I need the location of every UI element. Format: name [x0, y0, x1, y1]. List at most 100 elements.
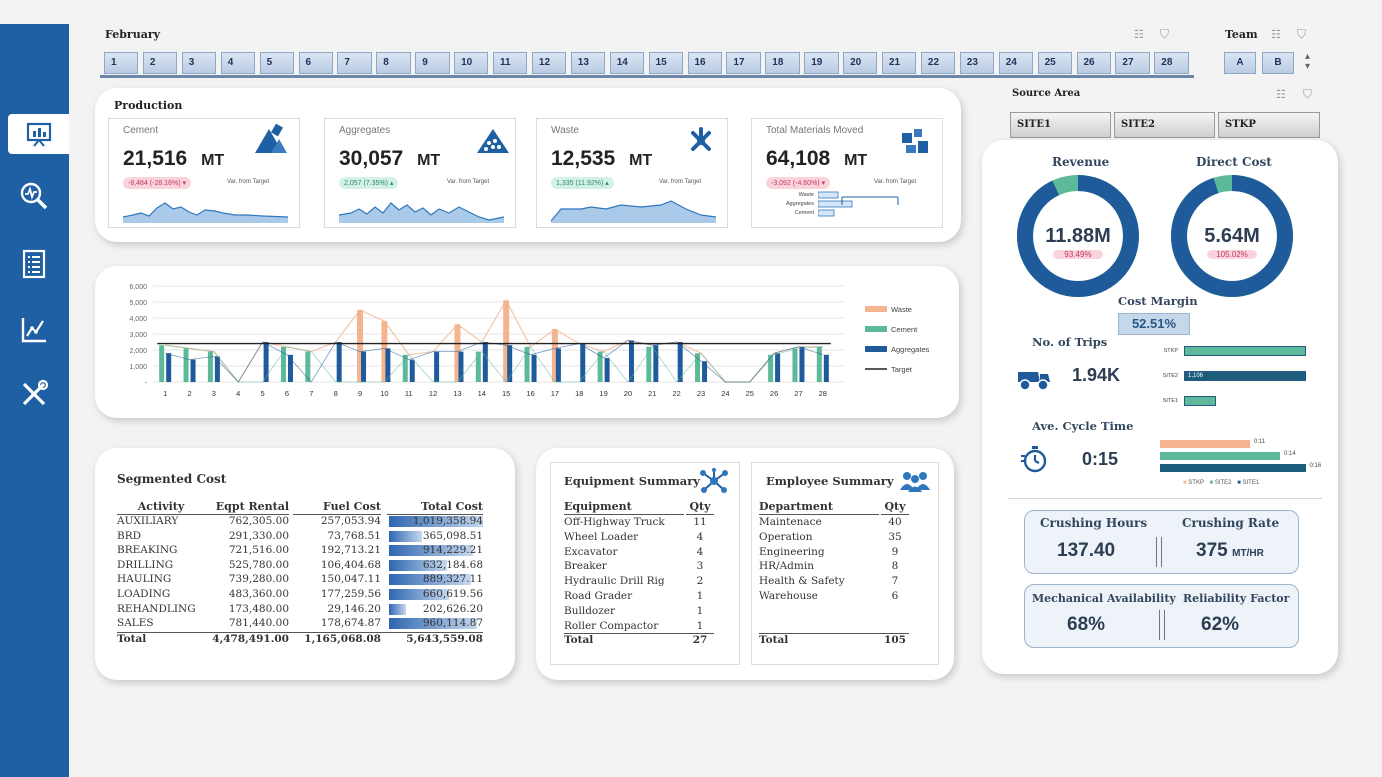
- team-option-a[interactable]: A: [1224, 52, 1256, 74]
- cycle-bar-label: 0:16: [1310, 463, 1322, 469]
- source-option-site2[interactable]: SITE2: [1114, 112, 1215, 138]
- multi-select-icon[interactable]: ☷: [1134, 28, 1144, 41]
- day-button[interactable]: 7: [337, 52, 371, 74]
- day-button[interactable]: 20: [843, 52, 877, 74]
- trips-label: No. of Trips: [1032, 335, 1107, 349]
- day-button[interactable]: 21: [882, 52, 916, 74]
- table-cell: Operation: [759, 530, 879, 544]
- source-option-site1[interactable]: SITE1: [1010, 112, 1111, 138]
- source-option-stkp[interactable]: STKP: [1218, 112, 1320, 138]
- legend-label: Waste: [891, 305, 912, 314]
- table-cell: LOADING: [117, 588, 205, 601]
- cement-icon: [253, 123, 289, 160]
- day-button[interactable]: 9: [415, 52, 449, 74]
- bar-aggregates: [483, 342, 488, 382]
- kpi-waste: Waste 12,535 MT 1,335 (11.92%) ▴ Var. fr…: [536, 118, 728, 228]
- tools-icon[interactable]: [6, 374, 62, 414]
- day-button[interactable]: 5: [260, 52, 294, 74]
- day-button[interactable]: 10: [454, 52, 488, 74]
- bar-aggregates: [166, 353, 171, 382]
- trips-value: 1.94K: [1072, 365, 1120, 386]
- bar-cement: [792, 348, 797, 382]
- day-button[interactable]: 6: [299, 52, 333, 74]
- table-cell: 257,053.94: [293, 515, 381, 528]
- team-clear-filter-icon[interactable]: ⛉: [1297, 27, 1306, 42]
- day-button[interactable]: 23: [960, 52, 994, 74]
- analytics-search-icon[interactable]: [6, 176, 62, 216]
- bar-aggregates: [532, 355, 537, 382]
- day-button[interactable]: 15: [649, 52, 683, 74]
- day-button[interactable]: 3: [182, 52, 216, 74]
- source-multi-select-icon[interactable]: ☷: [1276, 88, 1286, 101]
- day-button[interactable]: 1: [104, 52, 138, 74]
- bar-aggregates: [775, 353, 780, 382]
- cycle-time-value: 0:15: [1082, 449, 1118, 470]
- team-multi-select-icon[interactable]: ☷: [1271, 28, 1281, 41]
- table-cell: 192,713.21: [293, 544, 381, 557]
- table-cell: DRILLING: [117, 559, 205, 572]
- kpi-variance: 2,057 (7.35%) ▴: [339, 177, 398, 189]
- day-button[interactable]: 14: [610, 52, 644, 74]
- table-header: Eqpt Rental: [201, 500, 289, 515]
- kpi-cement: Cement 21,516 MT -8,484 (-28.16%) ▾ Var.…: [108, 118, 300, 228]
- table-cell: 660,619.56: [387, 588, 483, 601]
- day-button[interactable]: 12: [532, 52, 566, 74]
- direct-cost-pct: 105.02%: [1207, 250, 1257, 259]
- x-tick-label: 17: [551, 389, 559, 398]
- x-tick-label: 5: [261, 389, 265, 398]
- table-header: Activity: [117, 500, 205, 515]
- day-button[interactable]: 24: [999, 52, 1033, 74]
- dump-truck-icon: [1016, 364, 1052, 397]
- day-button[interactable]: 8: [376, 52, 410, 74]
- bar-aggregates: [191, 360, 196, 382]
- table-cell: 721,516.00: [201, 544, 289, 557]
- day-button[interactable]: 28: [1154, 52, 1188, 74]
- table-cell: 9: [881, 545, 909, 559]
- day-button[interactable]: 11: [493, 52, 527, 74]
- x-tick-label: 7: [309, 389, 313, 398]
- bar-aggregates: [653, 345, 658, 382]
- waste-icon: [685, 125, 717, 162]
- team-scroll-arrows[interactable]: ▴ ▾: [1305, 52, 1310, 72]
- kpi-var-label: Var. from Target: [659, 179, 701, 185]
- day-button[interactable]: 19: [804, 52, 838, 74]
- day-button[interactable]: 22: [921, 52, 955, 74]
- report-list-icon[interactable]: [6, 244, 62, 284]
- cement-sparkline: [123, 195, 288, 223]
- x-tick-label: 12: [429, 389, 437, 398]
- kpi-var-label: Var. from Target: [447, 179, 489, 185]
- day-button[interactable]: 13: [571, 52, 605, 74]
- legend-swatch: [865, 346, 887, 352]
- day-button[interactable]: 4: [221, 52, 255, 74]
- trend-chart-icon[interactable]: [6, 310, 62, 350]
- bar-aggregates: [605, 358, 610, 382]
- day-button[interactable]: 25: [1038, 52, 1072, 74]
- day-button[interactable]: 16: [688, 52, 722, 74]
- table-cell: 1: [686, 589, 714, 603]
- kpi-total-materials: Total Materials Moved 64,108 MT -3,092 (…: [751, 118, 943, 228]
- x-tick-label: 19: [599, 389, 607, 398]
- employees-icon: [898, 470, 932, 497]
- day-button[interactable]: 17: [726, 52, 760, 74]
- divider: [1008, 498, 1322, 499]
- x-tick-label: 2: [187, 389, 191, 398]
- table-cell: Maintenace: [759, 515, 879, 529]
- day-button[interactable]: 2: [143, 52, 177, 74]
- team-option-b[interactable]: B: [1262, 52, 1294, 74]
- table-cell: 365,098.51: [387, 530, 483, 543]
- source-clear-filter-icon[interactable]: ⛉: [1303, 87, 1312, 102]
- x-tick-label: 3: [212, 389, 216, 398]
- table-cell: 73,768.51: [293, 530, 381, 543]
- mini-bar-labels: Waste Aggregates Cement: [766, 191, 814, 218]
- x-tick-label: 9: [358, 389, 362, 398]
- bar-cement: [208, 352, 213, 382]
- day-button[interactable]: 26: [1077, 52, 1111, 74]
- dashboard-icon[interactable]: [8, 114, 69, 154]
- table-header: Department: [759, 500, 879, 515]
- bar-aggregates: [580, 344, 585, 382]
- clear-filter-icon[interactable]: ⛉: [1160, 27, 1169, 42]
- day-button[interactable]: 18: [765, 52, 799, 74]
- x-tick-label: 21: [648, 389, 656, 398]
- day-button[interactable]: 27: [1115, 52, 1149, 74]
- bar-cement: [159, 345, 164, 382]
